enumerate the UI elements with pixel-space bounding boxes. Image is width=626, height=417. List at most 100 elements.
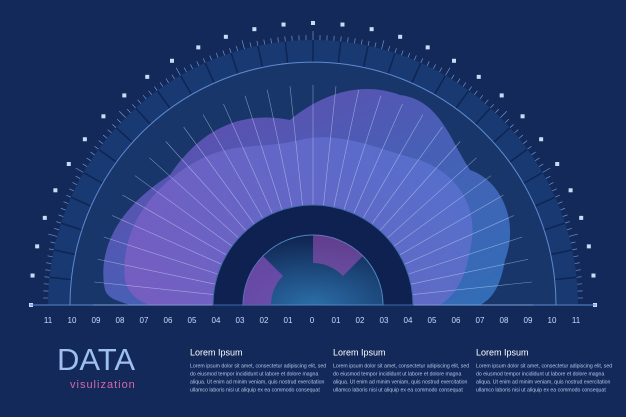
axis-label: 08 [116, 316, 125, 325]
ring-divider [135, 107, 151, 125]
tick [175, 67, 181, 76]
spoke [362, 114, 424, 219]
spoke [333, 89, 360, 208]
column-heading: Lorem Ipsum [190, 347, 243, 357]
axis-labels: 11 10 09 08 07 06 05 04 03 02 01 0 01 02 03 04 05 06 07 08 0… [44, 316, 581, 325]
tick [46, 262, 52, 264]
dot [223, 34, 228, 39]
axis-label: 03 [236, 316, 245, 325]
axis-label: 06 [452, 316, 461, 325]
tick [484, 99, 489, 104]
tick [527, 146, 532, 150]
dot [340, 22, 345, 27]
tick [570, 241, 576, 244]
tick [47, 255, 53, 258]
column-line: ullamco laboris nisi ut aliquip ex ea co… [476, 387, 606, 393]
tick [381, 40, 385, 50]
tick [490, 104, 494, 109]
tick [426, 61, 430, 66]
tick [407, 52, 411, 58]
axis-label: 11 [572, 316, 581, 325]
tick [126, 108, 131, 114]
tick [137, 99, 142, 104]
ring-divider [387, 52, 396, 75]
dot [499, 93, 504, 98]
ring-divider [70, 196, 92, 207]
ring-divider [493, 127, 511, 143]
tick [564, 221, 570, 224]
tick [523, 140, 528, 144]
tick [171, 74, 175, 80]
axis-label: 07 [140, 316, 149, 325]
tick [374, 42, 377, 48]
spoke [412, 281, 532, 295]
dot [369, 27, 374, 32]
ring-divider [534, 196, 556, 207]
spoke [94, 281, 214, 295]
tick [44, 276, 50, 278]
dot [145, 74, 150, 79]
tick [56, 221, 62, 224]
spoke [371, 126, 443, 225]
tick [548, 182, 554, 186]
dot [398, 34, 403, 39]
spoke [393, 175, 492, 247]
spoke [289, 86, 303, 206]
ring-divider [411, 62, 422, 84]
axis-label: 04 [404, 316, 413, 325]
ring-divider [179, 75, 193, 95]
tick [75, 175, 81, 179]
dot [425, 45, 430, 50]
tick [112, 124, 117, 128]
tick [270, 38, 272, 44]
tick [509, 124, 514, 128]
dot [591, 273, 596, 278]
dot [252, 27, 257, 32]
tick [387, 46, 391, 52]
tick [552, 188, 557, 192]
tick [518, 134, 524, 139]
axis-label: 09 [92, 316, 101, 325]
tick [45, 269, 51, 271]
gauge-segment [313, 234, 363, 276]
tick [566, 227, 572, 231]
tick [165, 78, 169, 83]
tick [235, 46, 239, 52]
tick [54, 227, 60, 231]
ring-divider [550, 249, 573, 256]
spoke [266, 89, 293, 208]
ring-divider [433, 75, 447, 95]
spokes [93, 85, 533, 306]
tick [574, 262, 580, 264]
tick [116, 118, 122, 123]
tick [229, 48, 232, 54]
tick [451, 74, 455, 80]
tick [50, 241, 56, 244]
tick [500, 111, 507, 118]
tick [284, 36, 286, 42]
ring-divider [284, 41, 289, 64]
tick [462, 82, 467, 87]
dot [579, 215, 584, 220]
tick [354, 38, 356, 44]
ring-divider [543, 222, 566, 231]
tick [66, 194, 72, 198]
dot [66, 162, 71, 166]
tick [575, 269, 581, 271]
spoke [387, 157, 477, 239]
tick [94, 146, 99, 150]
tick [432, 64, 436, 70]
tick [474, 90, 478, 95]
dot [586, 244, 591, 249]
spoke [410, 258, 529, 285]
axis-label: 10 [68, 316, 77, 325]
tick [572, 248, 578, 251]
tick [190, 64, 194, 70]
tick [420, 58, 424, 64]
ring-divider [230, 52, 239, 75]
dot [42, 215, 47, 220]
tick [142, 94, 147, 100]
spoke [244, 95, 283, 210]
tick [263, 39, 266, 45]
